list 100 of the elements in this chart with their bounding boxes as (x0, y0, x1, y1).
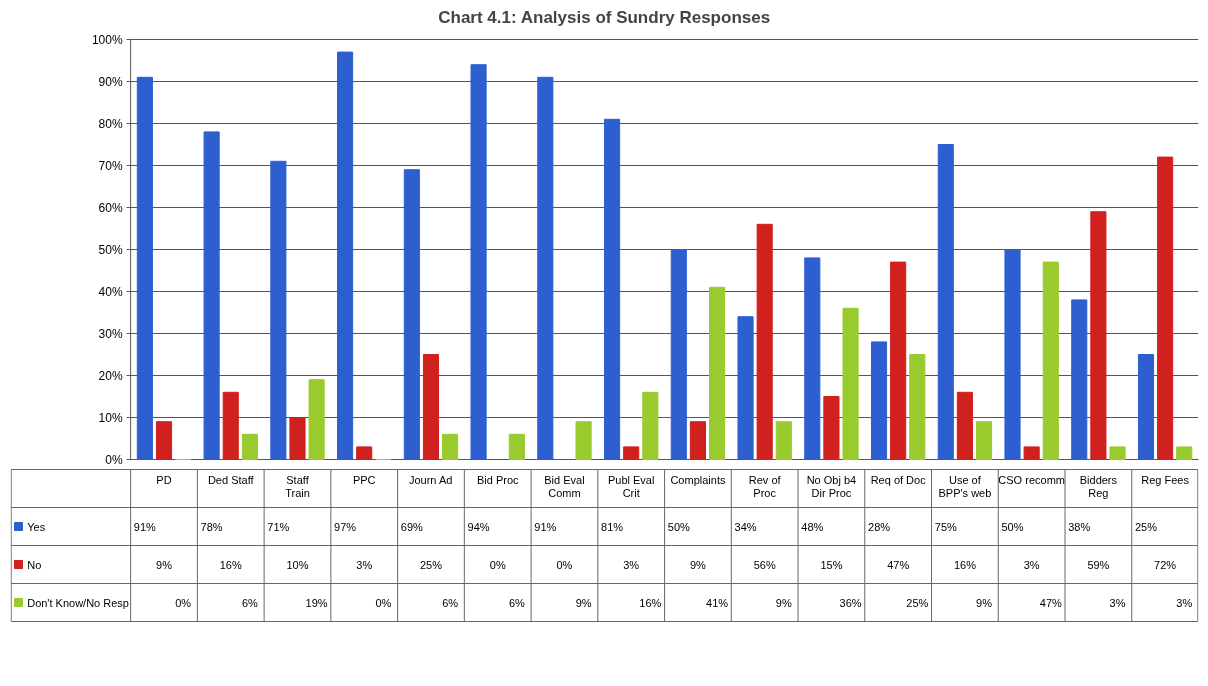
y-tick-label: 90% (98, 74, 123, 89)
data-label: 9% (976, 596, 993, 609)
data-label: 10% (286, 558, 309, 571)
data-label: 0% (489, 558, 506, 571)
x-tick-label: Rev of Proc (748, 473, 782, 500)
data-label: 6% (241, 596, 259, 609)
bar (508, 433, 525, 460)
x-tick-label: CSO recomm (998, 473, 1065, 486)
data-label: 16% (219, 558, 242, 571)
bar (403, 169, 420, 460)
data-label: 3% (623, 558, 640, 571)
bar (1004, 249, 1021, 460)
x-tick-label: PPC (352, 473, 376, 486)
bar (1137, 354, 1155, 460)
x-tick-label: No Obj b4 Dir Proc (806, 473, 857, 500)
bar (737, 316, 754, 460)
y-tick-label: 70% (98, 158, 123, 173)
bar (442, 433, 459, 460)
data-label: 41% (706, 596, 729, 609)
bar (1023, 446, 1040, 460)
data-label: 25% (1134, 520, 1158, 533)
bar (241, 433, 258, 460)
bar (1071, 299, 1088, 460)
data-label: 81% (601, 520, 624, 533)
x-tick-label: PD (156, 473, 172, 486)
data-label: 47% (887, 558, 910, 571)
data-label: 48% (801, 520, 824, 533)
data-label: 3% (356, 558, 373, 571)
x-tick-label: Reg Fees (1141, 473, 1190, 486)
data-label: 25% (419, 558, 443, 571)
y-tick-label: 60% (98, 200, 123, 215)
x-tick-label: Req of Doc (870, 473, 927, 486)
data-label: 19% (305, 596, 328, 609)
bar (870, 341, 888, 460)
bar (937, 144, 954, 460)
data-label: 97% (334, 520, 357, 533)
bar (642, 391, 659, 460)
y-tick-label: 30% (98, 326, 123, 341)
data-label: 15% (820, 558, 843, 571)
bar (604, 118, 621, 460)
bar (337, 51, 354, 460)
bar (308, 379, 325, 460)
data-label: 47% (1039, 596, 1063, 609)
data-label: 94% (467, 520, 490, 533)
bar (222, 391, 239, 460)
data-label: 0% (375, 596, 392, 609)
legend-label: No (27, 558, 42, 571)
bar (890, 261, 907, 460)
legend-label: Don't Know/No Resp (27, 596, 129, 609)
bar (756, 223, 773, 460)
data-label: 72% (1154, 558, 1177, 571)
bar (1157, 156, 1174, 460)
data-label: 69% (400, 520, 424, 533)
bar (575, 421, 592, 460)
bar (1090, 211, 1107, 460)
data-label: 38% (1068, 520, 1091, 533)
bar (804, 257, 821, 460)
data-label: 91% (133, 520, 157, 533)
chart-title: Chart 4.1: Analysis of Sundry Responses (438, 7, 771, 27)
y-tick-label: 50% (98, 242, 123, 257)
y-tick-label: 80% (98, 116, 123, 131)
data-label: 9% (575, 596, 592, 609)
bar (670, 249, 687, 460)
legend-label: Yes (27, 520, 46, 533)
bar (136, 76, 153, 460)
bar (537, 76, 554, 460)
data-label: 16% (953, 558, 977, 571)
bar (709, 286, 726, 460)
y-tick-label: 0% (105, 452, 123, 467)
data-label: 0% (175, 596, 192, 609)
x-tick-label: Complaints (670, 473, 726, 486)
data-label: 59% (1087, 558, 1110, 571)
data-label: 3% (1023, 558, 1040, 571)
bar (956, 391, 973, 460)
x-tick-label: Publ Eval Crit (607, 473, 655, 500)
data-label: 0% (556, 558, 573, 571)
y-tick-label: 100% (91, 32, 123, 47)
data-label: 50% (1001, 520, 1024, 533)
bar (975, 421, 993, 460)
data-label: 6% (508, 596, 526, 609)
data-label: 36% (839, 596, 862, 609)
data-label: 6% (442, 596, 459, 609)
bar (775, 421, 792, 460)
bar (1109, 446, 1126, 460)
y-tick-label: 40% (98, 284, 123, 299)
data-label: 28% (868, 520, 891, 533)
data-label: 9% (775, 596, 792, 609)
x-tick-label: Ded Staff (207, 473, 255, 486)
data-label: 3% (1109, 596, 1126, 609)
y-tick-label: 20% (98, 368, 123, 383)
data-label: 71% (267, 520, 290, 533)
x-tick-label: Bidders Reg (1079, 473, 1118, 500)
bar (422, 354, 440, 460)
bar (1176, 446, 1193, 460)
x-tick-label: Bid Eval Comm (544, 473, 585, 500)
bar (155, 421, 173, 460)
data-label: 3% (1176, 596, 1193, 609)
bar (289, 417, 306, 460)
bar (470, 64, 487, 460)
x-tick-label: Bid Proc (476, 473, 519, 486)
